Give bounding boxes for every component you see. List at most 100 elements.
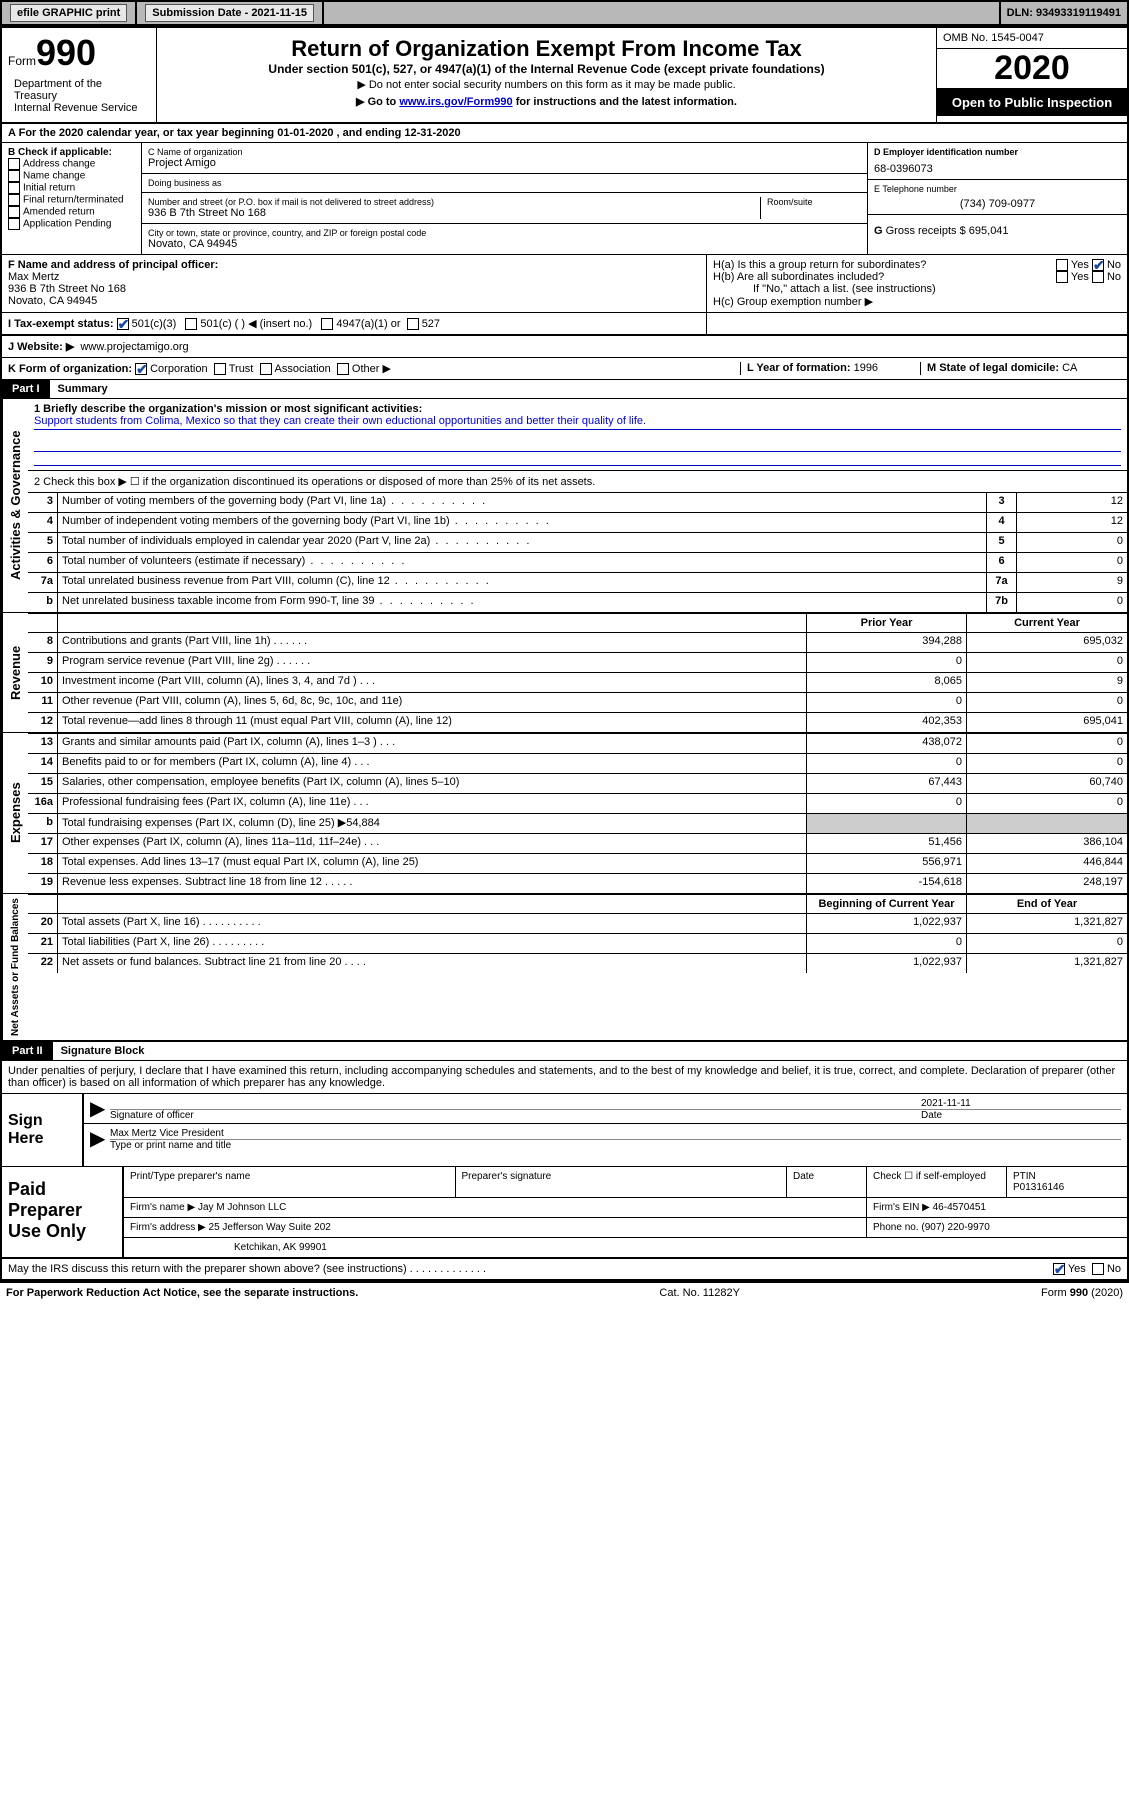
- form-label: Form: [8, 54, 36, 68]
- cb-corp[interactable]: [135, 363, 147, 375]
- box-f: F Name and address of principal officer:…: [2, 255, 707, 312]
- opt-assoc: Association: [275, 363, 331, 375]
- org-name: Project Amigo: [148, 157, 861, 169]
- cb-501c[interactable]: [185, 318, 197, 330]
- firm-phone: (907) 220-9970: [921, 1222, 989, 1233]
- cb-527[interactable]: [407, 318, 419, 330]
- form-header: Form990 Department of the Treasury Inter…: [2, 28, 1127, 124]
- note2-post: for instructions and the latest informat…: [513, 96, 737, 108]
- line-row: 14Benefits paid to or for members (Part …: [28, 753, 1127, 773]
- form-org-label: K Form of organization:: [8, 363, 132, 375]
- footer-mid: Cat. No. 11282Y: [659, 1287, 740, 1299]
- cb-amended[interactable]: [8, 206, 20, 218]
- cb-final[interactable]: [8, 194, 20, 206]
- opt-amended: Amended return: [23, 207, 95, 218]
- line-row: 21Total liabilities (Part X, line 26) . …: [28, 933, 1127, 953]
- line-row: 20Total assets (Part X, line 16) . . . .…: [28, 913, 1127, 933]
- paid-preparer: Paid Preparer Use Only Print/Type prepar…: [2, 1167, 1127, 1259]
- line-row: 6Total number of volunteers (estimate if…: [28, 552, 1127, 572]
- tax-period: For the 2020 calendar year, or tax year …: [19, 127, 461, 139]
- box-d-e-g: D Employer identification number 68-0396…: [867, 143, 1127, 254]
- note-link: ▶ Go to www.irs.gov/Form990 for instruct…: [163, 93, 930, 110]
- activities-governance: Activities & Governance 1 Briefly descri…: [2, 399, 1127, 613]
- website-label: J Website: ▶: [8, 341, 74, 353]
- city-state-zip: Novato, CA 94945: [148, 238, 426, 250]
- cb-discuss-yes[interactable]: [1053, 1263, 1065, 1275]
- sign-here: Sign Here ▶ Signature of officer 2021-11…: [2, 1094, 1127, 1167]
- ha-label: H(a) Is this a group return for subordin…: [713, 259, 926, 271]
- expenses-section: Expenses 13Grants and similar amounts pa…: [2, 733, 1127, 894]
- discuss-no: No: [1107, 1263, 1121, 1275]
- firm-addr-label: Firm's address ▶: [130, 1222, 206, 1233]
- sign-here-label: Sign Here: [2, 1094, 82, 1166]
- name-label: C Name of organization: [148, 147, 861, 157]
- penalty-text: Under penalties of perjury, I declare th…: [2, 1061, 1127, 1094]
- form-subtitle: Under section 501(c), 527, or 4947(a)(1)…: [163, 62, 930, 76]
- cb-initial[interactable]: [8, 182, 20, 194]
- cb-4947[interactable]: [321, 318, 333, 330]
- cb-address-change[interactable]: [8, 158, 20, 170]
- prep-sig-label: Preparer's signature: [456, 1167, 788, 1197]
- cb-ha-no[interactable]: [1092, 259, 1104, 271]
- cb-pending[interactable]: [8, 218, 20, 230]
- discuss-row: May the IRS discuss this return with the…: [2, 1259, 1127, 1280]
- cb-other[interactable]: [337, 363, 349, 375]
- hb-note: If "No," attach a list. (see instruction…: [713, 283, 1121, 295]
- firm-name: Jay M Johnson LLC: [198, 1202, 286, 1213]
- line-row: 22Net assets or fund balances. Subtract …: [28, 953, 1127, 973]
- line-row: 8Contributions and grants (Part VIII, li…: [28, 632, 1127, 652]
- opt-address: Address change: [23, 159, 95, 170]
- efile-print-button[interactable]: efile GRAPHIC print: [10, 4, 127, 22]
- part1-header: Part I Summary: [2, 380, 1127, 399]
- part2-badge: Part II: [2, 1042, 53, 1060]
- submission-date: Submission Date - 2021-11-15: [145, 4, 314, 22]
- sig-date-label: Date: [921, 1110, 942, 1121]
- cb-name-change[interactable]: [8, 170, 20, 182]
- opt-corp: Corporation: [150, 363, 207, 375]
- line-row: 19Revenue less expenses. Subtract line 1…: [28, 873, 1127, 893]
- form-title: Return of Organization Exempt From Incom…: [163, 32, 930, 62]
- sign-arrow-icon-2: ▶: [90, 1126, 110, 1151]
- vlabel-governance: Activities & Governance: [2, 399, 28, 612]
- firm-name-label: Firm's name ▶: [130, 1202, 195, 1213]
- line-row: 3Number of voting members of the governi…: [28, 492, 1127, 512]
- col-current: Current Year: [967, 614, 1127, 632]
- cb-hb-yes[interactable]: [1056, 271, 1068, 283]
- opt-other: Other ▶: [352, 363, 391, 375]
- cb-discuss-no[interactable]: [1092, 1263, 1104, 1275]
- cb-assoc[interactable]: [260, 363, 272, 375]
- city-label: City or town, state or province, country…: [148, 228, 426, 238]
- line-row: 17Other expenses (Part IX, column (A), l…: [28, 833, 1127, 853]
- cb-501c3[interactable]: [117, 318, 129, 330]
- year-formed: 1996: [854, 362, 878, 374]
- dept-treasury: Department of the Treasury Internal Reve…: [8, 74, 150, 118]
- cb-ha-yes[interactable]: [1056, 259, 1068, 271]
- phone-value: (734) 709-0977: [874, 194, 1121, 210]
- line-row: 15Salaries, other compensation, employee…: [28, 773, 1127, 793]
- prep-self-emp: Check ☐ if self-employed: [867, 1167, 1007, 1197]
- line-row: bNet unrelated business taxable income f…: [28, 592, 1127, 612]
- cb-trust[interactable]: [214, 363, 226, 375]
- firm-addr: 25 Jefferson Way Suite 202: [209, 1222, 331, 1233]
- officer-name: Max Mertz: [8, 271, 700, 283]
- cb-hb-no[interactable]: [1092, 271, 1104, 283]
- row-a-period: A For the 2020 calendar year, or tax yea…: [2, 124, 1127, 143]
- line-row: 5Total number of individuals employed in…: [28, 532, 1127, 552]
- revenue-hdr: Prior Year Current Year: [28, 613, 1127, 632]
- opt-name: Name change: [23, 171, 85, 182]
- irs-link[interactable]: www.irs.gov/Form990: [399, 96, 512, 108]
- row-i-j: I Tax-exempt status: 501(c)(3) 501(c) ( …: [2, 313, 1127, 336]
- section-f-h: F Name and address of principal officer:…: [2, 255, 1127, 313]
- hb-label: H(b) Are all subordinates included?: [713, 271, 884, 283]
- line-row: 16aProfessional fundraising fees (Part I…: [28, 793, 1127, 813]
- domicile: CA: [1062, 362, 1077, 374]
- line-row: 12Total revenue—add lines 8 through 11 (…: [28, 712, 1127, 732]
- box-c: C Name of organization Project Amigo Doi…: [142, 143, 867, 254]
- topbar: efile GRAPHIC print Submission Date - 20…: [0, 0, 1129, 26]
- line-row: 9Program service revenue (Part VIII, lin…: [28, 652, 1127, 672]
- opt-527: 527: [422, 318, 440, 330]
- line-row: 13Grants and similar amounts paid (Part …: [28, 733, 1127, 753]
- footer-left: For Paperwork Reduction Act Notice, see …: [6, 1287, 358, 1299]
- hb-no: No: [1107, 271, 1121, 283]
- sig-name: Max Mertz Vice President: [110, 1128, 1121, 1139]
